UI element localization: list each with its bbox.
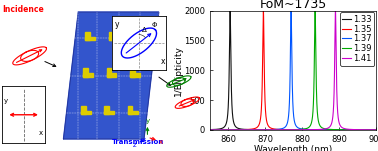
Line: 1.37: 1.37 [210,11,378,130]
1.33 [208,129,212,130]
1.41 [316,129,320,130]
Text: $\Phi$: $\Phi$ [150,20,158,29]
1.39 [216,129,221,131]
1.33 [308,129,313,131]
1.37 [308,129,313,130]
1.39 [308,125,313,126]
Polygon shape [128,106,132,114]
1.33 [316,129,320,131]
Polygon shape [128,111,138,114]
1.37 [289,10,293,11]
Title: FoM~1735: FoM~1735 [259,0,327,11]
Text: y: y [4,98,8,104]
1.35 [316,129,320,131]
Polygon shape [132,32,136,40]
1.33 [333,129,338,131]
Polygon shape [104,111,115,114]
1.41 [216,129,221,131]
1.37 [316,129,320,131]
Text: x: x [159,139,163,145]
1.39 [316,116,320,118]
Polygon shape [109,37,119,40]
1.39 [333,129,338,130]
Legend: 1.33, 1.35, 1.37, 1.39, 1.41: 1.33, 1.35, 1.37, 1.39, 1.41 [340,12,375,66]
Text: z: z [133,143,137,148]
Text: x: x [161,57,166,66]
Polygon shape [83,74,93,77]
1.37 [216,129,221,131]
1.35 [343,129,347,131]
1.39 [208,129,212,131]
Polygon shape [81,111,91,114]
Polygon shape [81,106,86,114]
Polygon shape [83,68,88,77]
Text: y: y [115,20,119,29]
Polygon shape [132,37,142,40]
1.35 [208,129,212,131]
Polygon shape [130,68,135,77]
1.39 [343,129,347,131]
Polygon shape [130,74,140,77]
1.35 [308,129,313,131]
1.37 [343,129,347,131]
1.37 [208,129,212,131]
X-axis label: Wavelength (nm): Wavelength (nm) [254,145,332,151]
Polygon shape [85,32,90,40]
Text: $\Delta$: $\Delta$ [141,26,148,34]
Polygon shape [104,106,109,114]
1.33 [216,128,221,130]
1.41 [208,129,212,131]
Text: x: x [39,130,43,136]
Line: 1.41: 1.41 [210,11,378,130]
1.33 [269,129,274,131]
1.35 [333,129,338,131]
1.35 [261,10,266,11]
Polygon shape [109,32,113,40]
1.37 [269,129,274,130]
Y-axis label: 1/Ellipticity: 1/Ellipticity [174,45,183,96]
1.41 [333,10,338,11]
Polygon shape [107,68,111,77]
1.37 [333,129,338,131]
1.39 [269,129,274,131]
1.35 [269,127,274,129]
Text: y: y [146,118,149,124]
1.41 [308,129,313,131]
Line: 1.35: 1.35 [210,11,378,130]
1.39 [313,10,318,11]
1.41 [343,128,347,130]
1.33 [228,10,232,11]
Polygon shape [85,37,95,40]
1.41 [333,28,338,30]
Polygon shape [107,74,116,77]
Line: 1.33: 1.33 [210,11,378,130]
Text: Incidence: Incidence [2,5,44,14]
Line: 1.39: 1.39 [210,11,378,130]
1.33 [343,129,347,131]
1.41 [269,129,274,131]
Polygon shape [64,12,159,139]
Text: Transmission: Transmission [112,139,164,145]
1.35 [216,129,221,131]
